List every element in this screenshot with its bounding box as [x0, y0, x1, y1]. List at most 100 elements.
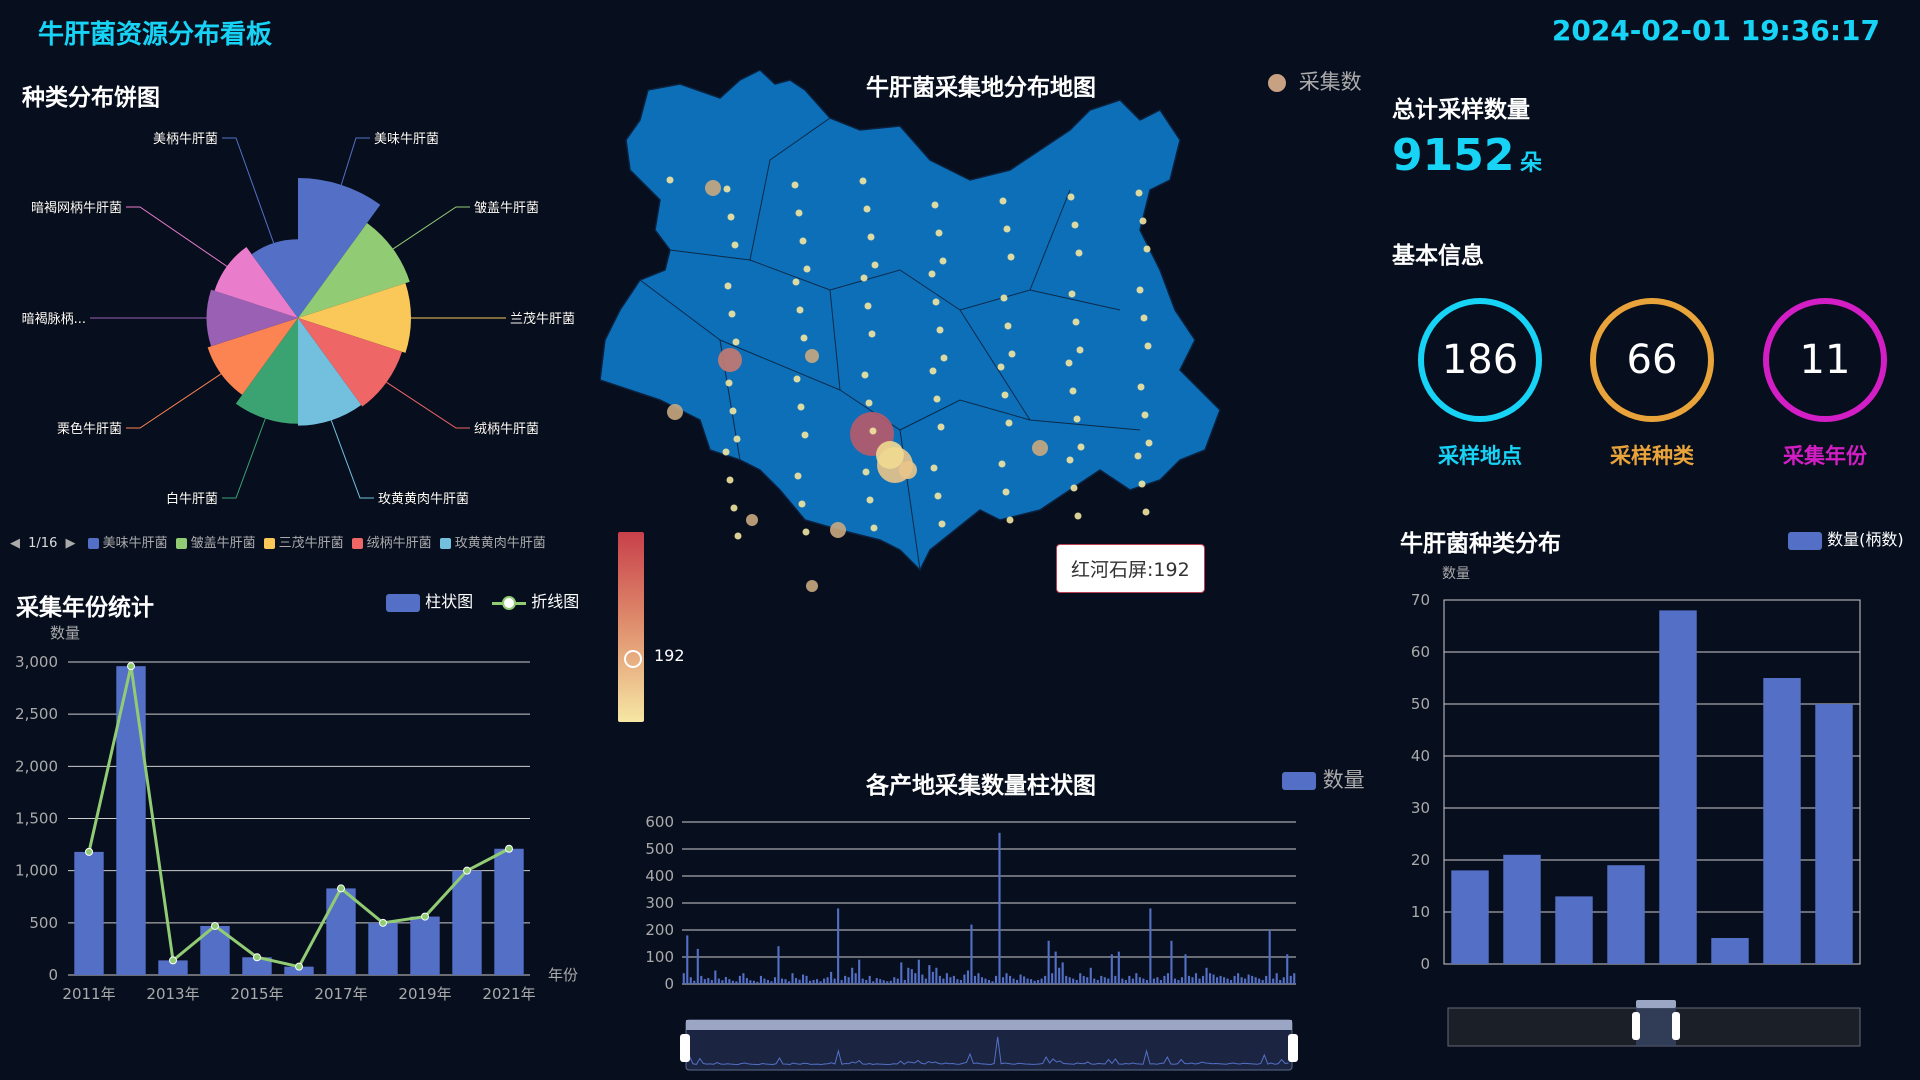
origin-bar[interactable]: [1180, 977, 1184, 984]
map-point[interactable]: [899, 461, 917, 479]
origin-bar[interactable]: [861, 978, 864, 984]
origin-bar[interactable]: [1247, 974, 1250, 984]
origin-bar[interactable]: [1282, 977, 1285, 984]
map-point[interactable]: [730, 504, 738, 512]
map-point[interactable]: [667, 404, 683, 420]
map-point[interactable]: [1141, 411, 1149, 419]
year-line-point[interactable]: [337, 884, 345, 893]
origin-bar[interactable]: [1107, 978, 1110, 984]
origin-bar[interactable]: [1110, 954, 1113, 984]
map-point[interactable]: [798, 500, 806, 508]
origin-bar[interactable]: [1033, 980, 1036, 984]
map-point[interactable]: [728, 310, 736, 318]
map-point[interactable]: [1139, 217, 1147, 225]
origin-bar[interactable]: [1244, 978, 1247, 984]
map-point[interactable]: [830, 522, 846, 538]
origin-bar[interactable]: [816, 979, 819, 984]
origin-bar[interactable]: [1068, 977, 1071, 984]
origin-bar[interactable]: [1019, 974, 1022, 984]
year-line-point[interactable]: [85, 847, 93, 856]
map-point[interactable]: [1076, 346, 1084, 354]
origin-bar[interactable]: [914, 973, 917, 984]
map-point[interactable]: [939, 257, 947, 265]
origin-bar[interactable]: [994, 975, 998, 984]
origin-bar[interactable]: [731, 980, 734, 984]
origin-bar[interactable]: [921, 974, 924, 984]
map-point[interactable]: [934, 492, 942, 500]
origin-bar[interactable]: [875, 978, 878, 984]
origin-bar[interactable]: [809, 980, 812, 984]
year-bar[interactable]: [368, 922, 398, 975]
origin-bar[interactable]: [823, 978, 826, 984]
origin-bar[interactable]: [977, 973, 980, 984]
pie-slice[interactable]: [298, 283, 411, 353]
origin-bar[interactable]: [749, 980, 752, 984]
origin-bar[interactable]: [1065, 975, 1068, 984]
map-point[interactable]: [795, 209, 803, 217]
map-point[interactable]: [1071, 221, 1079, 229]
year-bar[interactable]: [494, 848, 524, 975]
map-point[interactable]: [793, 375, 801, 383]
origin-bar[interactable]: [893, 977, 896, 984]
map-point[interactable]: [1137, 383, 1145, 391]
origin-bar[interactable]: [1191, 977, 1194, 984]
origin-bar[interactable]: [1212, 974, 1215, 984]
map-point[interactable]: [723, 185, 731, 193]
origin-bar[interactable]: [1030, 979, 1033, 984]
pie-slice[interactable]: [298, 318, 362, 426]
origin-bar[interactable]: [865, 979, 868, 984]
map-point[interactable]: [936, 326, 944, 334]
origin-bar[interactable]: [868, 975, 871, 984]
origin-bar[interactable]: [791, 973, 794, 984]
origin-bar[interactable]: [1001, 977, 1005, 984]
year-line-point[interactable]: [379, 918, 387, 927]
origin-bar[interactable]: [1251, 975, 1254, 984]
map-region[interactable]: [600, 70, 1221, 572]
origin-bar[interactable]: [1230, 979, 1233, 984]
origin-bar[interactable]: [1233, 975, 1236, 984]
map-point[interactable]: [1000, 294, 1008, 302]
origin-bar[interactable]: [1194, 973, 1198, 984]
species-legend[interactable]: 数量(柄数): [1788, 526, 1904, 550]
year-bar[interactable]: [242, 957, 272, 975]
origin-bar[interactable]: [1187, 975, 1191, 984]
origin-bar[interactable]: [1135, 973, 1138, 984]
origin-bar[interactable]: [717, 978, 720, 984]
map-point[interactable]: [722, 448, 730, 456]
origin-bar[interactable]: [1061, 962, 1064, 984]
map-point[interactable]: [930, 464, 938, 472]
map-point[interactable]: [802, 528, 810, 536]
origin-bar[interactable]: [840, 979, 843, 984]
origin-bar[interactable]: [1152, 978, 1155, 984]
pie-legend-item[interactable]: 三茂牛肝菌: [263, 536, 344, 551]
origin-bar[interactable]: [1124, 979, 1127, 984]
origin-bar[interactable]: [907, 967, 910, 984]
origin-bar[interactable]: [847, 977, 850, 984]
origin-bar[interactable]: [889, 980, 892, 984]
map-point[interactable]: [734, 532, 742, 540]
map-point[interactable]: [1066, 456, 1074, 464]
origin-bar[interactable]: [1096, 979, 1099, 984]
map-point[interactable]: [1008, 350, 1016, 358]
year-line-point[interactable]: [295, 962, 303, 971]
origin-bar[interactable]: [886, 981, 889, 984]
origin-bar[interactable]: [798, 979, 801, 984]
map-point[interactable]: [732, 338, 740, 346]
map-point[interactable]: [803, 265, 811, 273]
map-point[interactable]: [797, 403, 805, 411]
origin-bar[interactable]: [1114, 975, 1117, 984]
origin-bar[interactable]: [970, 924, 973, 984]
origin-bar[interactable]: [1163, 975, 1166, 984]
origin-bar[interactable]: [882, 980, 885, 984]
map-point[interactable]: [791, 181, 799, 189]
origin-bar[interactable]: [1254, 977, 1257, 984]
map-legend[interactable]: 采集数: [1268, 66, 1362, 96]
origin-bar[interactable]: [1293, 973, 1296, 984]
pie-slice[interactable]: [206, 289, 298, 347]
map-point[interactable]: [1005, 419, 1013, 427]
origin-bar[interactable]: [928, 965, 931, 984]
map-point[interactable]: [1068, 290, 1076, 298]
origin-bar[interactable]: [1166, 973, 1169, 984]
origin-bar[interactable]: [777, 946, 780, 984]
species-bar[interactable]: [1763, 678, 1801, 964]
